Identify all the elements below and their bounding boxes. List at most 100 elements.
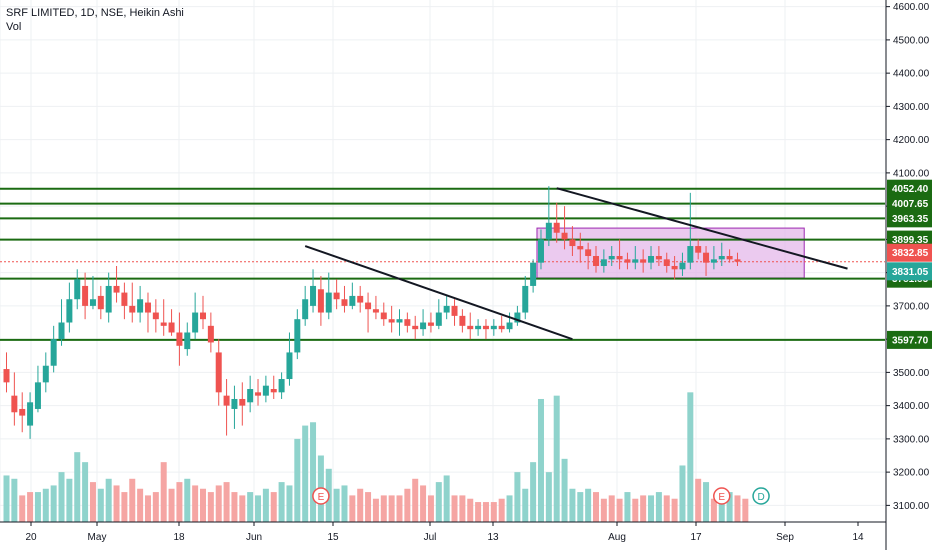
volume-bar	[593, 492, 599, 522]
level-price-tag-label: 3597.70	[892, 335, 929, 346]
candle-body	[537, 239, 544, 263]
candle-body	[467, 325, 474, 330]
volume-bar	[341, 485, 348, 522]
price-tick-label: 3400.00	[893, 401, 930, 412]
candlesticks	[3, 186, 741, 439]
price-tags: 4052.404007.653963.353899.353781.853597.…	[887, 179, 932, 349]
candle-body	[302, 299, 309, 320]
volume-bar	[585, 488, 592, 522]
candle-body	[262, 385, 269, 396]
candle-body	[427, 322, 434, 326]
candle-body	[3, 369, 10, 383]
candle-body	[58, 322, 65, 340]
last-price-tag-label: 3832.85	[892, 248, 929, 259]
candle-body	[278, 379, 285, 393]
candle-body	[152, 312, 159, 320]
range-box	[536, 227, 805, 279]
time-tick-label: Jun	[246, 532, 262, 543]
volume-bar	[184, 478, 191, 522]
candle-body	[310, 285, 317, 306]
volume-bar	[333, 488, 340, 522]
last-price-tag	[887, 262, 932, 281]
candle-body	[168, 322, 175, 333]
candle-body	[553, 222, 560, 233]
candle-body	[270, 389, 277, 393]
candle-body	[365, 302, 372, 310]
volume-bar	[200, 488, 206, 522]
volume-bar	[310, 422, 317, 522]
candle-body	[726, 256, 733, 260]
symbol-title[interactable]: SRF LIMITED, 1D, NSE, Heikin Ashi	[6, 7, 184, 19]
volume-bar	[168, 488, 175, 522]
volume-bar	[27, 492, 34, 522]
price-tick-label: 3500.00	[893, 368, 930, 379]
candle-body	[105, 285, 112, 313]
volume-bar	[695, 478, 702, 522]
time-tick-label: 13	[487, 532, 499, 543]
candle-body	[569, 239, 576, 247]
volume-bar	[545, 472, 552, 522]
volume-bar	[262, 488, 269, 522]
volume-bar	[294, 438, 301, 522]
volume-bar	[152, 492, 159, 522]
price-tick-label: 3100.00	[893, 501, 930, 512]
volume-bar	[113, 485, 120, 522]
candle-body	[223, 395, 230, 406]
candle-body	[671, 265, 678, 270]
time-tick-label: May	[88, 532, 107, 543]
volume-bar	[443, 475, 450, 522]
volume-bar	[388, 495, 395, 522]
time-tick-label: 17	[690, 532, 702, 543]
candle-body	[600, 259, 607, 266]
volume-bar	[34, 492, 41, 522]
volume-bar	[459, 495, 466, 522]
volume-bar	[412, 478, 419, 522]
volume-label[interactable]: Vol	[6, 21, 22, 33]
candle-body	[687, 246, 694, 263]
volume-bar	[365, 492, 372, 522]
last-price-tag-label: 3831.05	[892, 267, 929, 278]
candle-body	[129, 305, 136, 313]
volume-bar	[703, 482, 710, 522]
candle-body	[420, 322, 427, 330]
volume-bar	[404, 488, 411, 522]
volume-bar	[427, 495, 434, 522]
trendline	[304, 245, 573, 341]
event-label: E	[318, 492, 325, 503]
candle-body	[380, 312, 387, 320]
price-tick-label: 4100.00	[893, 168, 930, 179]
candle-body	[66, 299, 73, 323]
candle-body	[718, 256, 725, 260]
time-tick-label: 18	[173, 532, 185, 543]
candle-body	[482, 325, 489, 330]
earnings-event-icon	[312, 487, 330, 505]
candle-body	[333, 292, 340, 300]
dividend-event-icon	[752, 487, 770, 505]
volume-bar	[19, 495, 26, 522]
volume-bar	[514, 472, 521, 522]
candle-body	[679, 262, 686, 270]
candle-body	[160, 322, 167, 326]
candle-body	[42, 365, 49, 383]
volume-bar	[498, 498, 505, 522]
volume-bar	[255, 495, 262, 522]
volume-bar	[624, 492, 631, 522]
horizontal-levels	[0, 187, 885, 341]
candle-body	[593, 256, 599, 266]
volume-bar	[3, 475, 10, 522]
volume-bar	[569, 488, 576, 522]
candle-body	[349, 295, 356, 306]
level-price-tag	[887, 330, 932, 349]
volume-bar	[89, 482, 96, 522]
price-tick-label: 3700.00	[893, 301, 930, 312]
volume-bars	[3, 392, 749, 522]
price-tick-label: 4400.00	[893, 69, 930, 80]
volume-bar	[632, 498, 639, 522]
candle-body	[616, 256, 623, 260]
candle-body	[19, 408, 26, 416]
time-axis[interactable]: 20 May 18 Jun 15 Jul 13 Aug 17 Sep 14	[0, 521, 886, 543]
candle-body	[34, 382, 41, 409]
volume-bar	[742, 498, 749, 522]
